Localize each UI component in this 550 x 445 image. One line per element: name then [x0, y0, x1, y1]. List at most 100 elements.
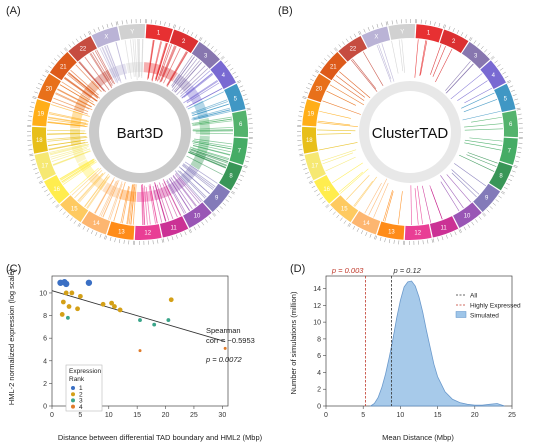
a-band-14: [102, 182, 122, 199]
a-tick: [38, 83, 42, 86]
density-xtick-label: 0: [324, 412, 328, 419]
b-chrom-segment-1: [415, 24, 443, 43]
b-chrom-segment-22: [338, 35, 367, 62]
b-link-line: [464, 123, 503, 128]
b-link-line: [326, 90, 356, 106]
a-link-line: [63, 77, 97, 102]
scatter-ytick-label: 0: [43, 404, 47, 411]
b-tick: [503, 186, 508, 190]
a-tick: [228, 195, 232, 199]
b-tick: [385, 21, 388, 26]
b-tick: [372, 25, 374, 30]
b-link-line: [445, 61, 471, 91]
a-chrom-segment-2: [169, 29, 199, 53]
b-tick: [334, 47, 338, 51]
a-link-line: [192, 120, 233, 127]
a-link-line: [158, 44, 173, 81]
legend-all-label: All: [470, 293, 478, 300]
a-chrom-label-10: 10: [194, 213, 201, 219]
a-link-line: [55, 92, 93, 111]
b-tick: [511, 89, 515, 92]
scatter-ylabel: HML-2 normalized expression (log scale): [7, 268, 16, 405]
a-chrom-segment-6: [232, 110, 248, 138]
a-chrom-segment-11: [159, 216, 189, 238]
a-chrom-segment-10: [183, 202, 212, 229]
a-tick: [190, 32, 194, 36]
a-link-line: [166, 179, 187, 214]
b-chrom-segment-4: [480, 60, 507, 89]
a-chrom-segment-8: [219, 161, 243, 191]
a-band-6: [198, 117, 210, 136]
b-tick: [367, 27, 370, 31]
a-link-line: [173, 60, 200, 92]
a-link-line: [191, 141, 232, 150]
b-tick: [515, 103, 520, 105]
scatter-point-rank-3: [138, 318, 142, 322]
b-link-line: [340, 168, 369, 194]
a-link-line: [63, 161, 97, 185]
a-tick: [36, 87, 40, 90]
b-tick: [498, 195, 502, 199]
b-tick: [458, 229, 461, 234]
b-tick: [352, 225, 356, 230]
b-tick: [303, 168, 308, 170]
b-tick: [425, 20, 427, 25]
a-chrom-label-16: 16: [53, 187, 60, 193]
b-chrom-label-17: 17: [311, 164, 318, 170]
b-tick: [516, 109, 521, 111]
b-tick: [499, 67, 504, 71]
a-link-line: [47, 122, 88, 128]
a-link-line: [166, 51, 187, 86]
a-tick: [30, 159, 35, 161]
scatter-point-rank-3: [65, 315, 70, 320]
a-link-line: [60, 159, 95, 181]
b-chrom-segment-10: [453, 202, 482, 229]
a-link-line: [155, 42, 168, 80]
density-ytick-label: 4: [317, 370, 321, 377]
a-link-line: [120, 185, 130, 224]
a-link-line: [155, 42, 167, 80]
b-tick: [343, 220, 347, 224]
a-band-8: [190, 150, 207, 170]
a-inner-ring: [89, 81, 191, 183]
a-link-line: [51, 101, 88, 115]
a-tick: [111, 22, 113, 27]
a-tick: [83, 33, 87, 38]
b-tick: [325, 204, 329, 208]
a-link-line: [174, 170, 203, 202]
b-chrom-label-7: 7: [508, 149, 512, 155]
a-chrom-segment-17: [34, 151, 56, 181]
a-link-line: [192, 148, 229, 161]
legend-highly-expressed-label: Highly Expressed: [470, 303, 521, 310]
a-link-line: [126, 184, 133, 225]
b-chrom-label-15: 15: [341, 207, 348, 213]
b-chrom-segment-17: [304, 151, 326, 181]
b-link-line: [440, 175, 464, 209]
b-chrom-label-8: 8: [499, 174, 503, 180]
a-link-line: [47, 121, 85, 127]
a-tick: [244, 98, 249, 101]
density-xtick-label: 25: [508, 412, 516, 419]
b-tick: [389, 239, 391, 244]
a-chrom-label-12: 12: [144, 231, 151, 237]
a-tick: [41, 185, 46, 189]
a-link-line: [48, 141, 89, 151]
b-tick: [301, 163, 306, 166]
a-link-line: [132, 39, 137, 77]
a-link-line: [179, 170, 207, 198]
a-link-line: [132, 184, 137, 225]
scatter-point-rank-2: [59, 312, 65, 317]
a-tick: [201, 221, 205, 226]
b-tick: [516, 156, 521, 158]
a-link-line: [94, 50, 114, 84]
a-link-line: [189, 87, 223, 107]
b-link-line: [450, 73, 483, 100]
b-chrom-segment-12: [404, 224, 432, 240]
a-band-4: [184, 85, 203, 105]
a-link-line: [106, 44, 121, 81]
a-link-line: [57, 89, 92, 108]
a-link-line: [175, 172, 202, 203]
a-link-line: [64, 76, 98, 102]
a-tick: [79, 36, 83, 40]
